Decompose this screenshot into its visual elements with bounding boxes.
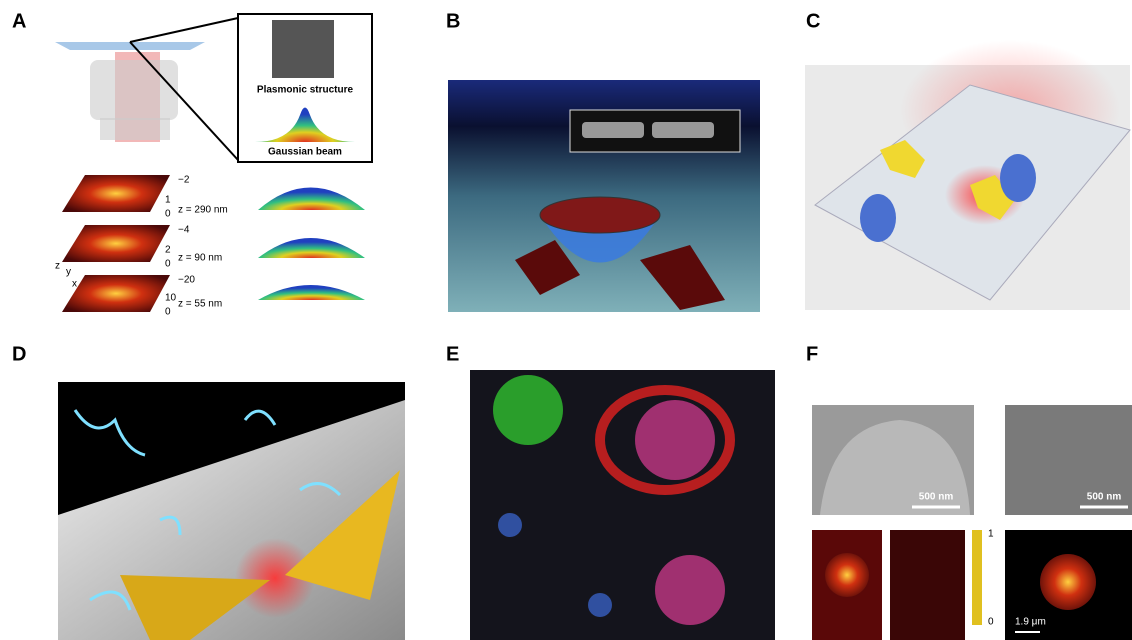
- lens-top: [539, 196, 661, 234]
- z-label: z = 290 nm: [178, 205, 228, 216]
- scale-bar-label: 500 nm: [1087, 492, 1122, 503]
- gaussian-beam: [255, 107, 355, 142]
- particle: [880, 140, 925, 178]
- map-tick: 0: [165, 307, 171, 318]
- colorbar-tick: 1: [988, 529, 994, 540]
- maps: [62, 175, 365, 312]
- scale-bar-label: 500 nm: [919, 492, 954, 503]
- panel-label: B: [446, 10, 460, 32]
- bead: [1000, 154, 1036, 202]
- axis-label: y: [66, 267, 71, 278]
- sem-image: [1005, 405, 1132, 515]
- cell: [635, 400, 715, 480]
- inset-label: Gaussian beam: [268, 147, 342, 158]
- axis-label: z: [55, 261, 60, 272]
- panel-label: E: [446, 343, 459, 365]
- colorbar: [972, 530, 982, 625]
- panel-label: A: [12, 10, 26, 32]
- bead: [860, 194, 896, 242]
- scale-bar-label: 1.9 μm: [1015, 617, 1046, 628]
- z-label: z = 90 nm: [178, 253, 222, 264]
- objective: [55, 17, 239, 161]
- cell: [493, 375, 563, 445]
- panel-label: F: [806, 343, 818, 365]
- antenna: [120, 575, 270, 640]
- panel-label: D: [12, 343, 26, 365]
- plasmonic-grid: [272, 20, 334, 78]
- panel-label: C: [806, 10, 820, 32]
- map-tick: −2: [178, 175, 190, 186]
- beam: [515, 240, 580, 295]
- cell: [655, 555, 725, 625]
- map-tick: 10: [165, 293, 177, 304]
- beam: [640, 245, 725, 310]
- axis-label: x: [72, 279, 77, 290]
- map-tick: 2: [165, 245, 171, 256]
- map-tick: 0: [165, 209, 171, 220]
- z-label: z = 55 nm: [178, 299, 222, 310]
- map-tick: −20: [178, 275, 195, 286]
- inset-label: Plasmonic structure: [257, 85, 354, 96]
- field-map: [890, 530, 965, 640]
- map-tick: 0: [165, 259, 171, 270]
- map-tick: −4: [178, 225, 190, 236]
- antenna: [285, 470, 400, 600]
- colorbar-tick: 0: [988, 617, 994, 628]
- map-tick: 1: [165, 195, 171, 206]
